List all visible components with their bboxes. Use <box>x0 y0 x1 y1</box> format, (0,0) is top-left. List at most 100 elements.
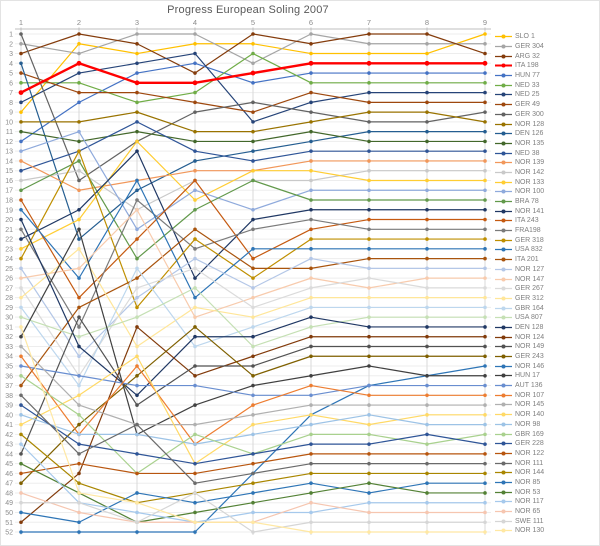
series-marker <box>425 432 429 437</box>
y-axis-label: 33 <box>5 344 13 351</box>
series-marker <box>77 403 81 407</box>
series-marker <box>19 188 23 193</box>
series-marker <box>309 188 313 193</box>
series-marker <box>135 32 139 36</box>
series-marker <box>309 207 313 212</box>
series-marker <box>19 32 23 36</box>
series-marker <box>251 471 255 476</box>
series-marker <box>135 491 139 495</box>
series-marker <box>425 168 429 173</box>
series-marker <box>135 188 139 193</box>
chart-legend: SLO 1 GER 304 ARG 32 ITA 198 HUN 77 NED 33 NED… <box>495 32 599 536</box>
series-marker <box>483 227 487 232</box>
y-axis-label: 48 <box>5 490 13 497</box>
legend-item: NOR 130 <box>495 526 599 536</box>
legend-label: GER 312 <box>515 294 544 302</box>
series-marker <box>425 266 429 271</box>
legend-label: SWE 111 <box>515 517 544 525</box>
series-marker <box>367 188 371 193</box>
legend-label: NOR 139 <box>515 159 545 167</box>
series-marker <box>425 530 429 534</box>
series-marker <box>135 51 139 56</box>
series-marker <box>251 217 255 222</box>
y-axis-label: 15 <box>5 168 13 175</box>
legend-marker-icon <box>495 528 512 533</box>
series-marker <box>135 71 139 75</box>
series-marker <box>77 422 81 427</box>
legend-marker-icon <box>495 296 512 301</box>
legend-item: NOR 127 <box>495 265 599 275</box>
series-marker <box>309 256 313 261</box>
series-marker <box>19 139 23 144</box>
legend-item: NED 33 <box>495 80 599 90</box>
y-axis-label: 36 <box>5 373 13 380</box>
series-marker <box>19 334 23 339</box>
legend-marker-icon <box>495 73 512 78</box>
series-marker <box>309 432 313 437</box>
series-marker <box>193 110 197 114</box>
series-marker <box>367 100 371 105</box>
legend-item: DEN 126 <box>495 129 599 139</box>
series-marker <box>251 149 255 153</box>
series-marker <box>425 510 429 515</box>
legend-marker-icon <box>495 92 512 97</box>
series-marker <box>425 51 429 56</box>
series-marker <box>425 383 429 388</box>
series-marker <box>425 32 429 36</box>
series-marker <box>135 129 139 134</box>
series-marker <box>483 41 487 46</box>
series-marker <box>367 461 371 466</box>
series-marker <box>135 364 139 368</box>
legend-item: NOR 53 <box>495 487 599 497</box>
series-marker <box>483 198 487 202</box>
y-axis-label: 44 <box>5 451 13 458</box>
series-marker <box>251 256 255 261</box>
series-marker <box>19 168 23 173</box>
series-marker <box>135 452 139 456</box>
legend-label: GBR 169 <box>515 430 544 438</box>
series-marker <box>77 520 81 525</box>
series-marker <box>425 129 429 134</box>
series-marker <box>19 461 23 466</box>
series-marker <box>77 442 81 446</box>
series-marker <box>193 432 197 437</box>
legend-item: NOR 141 <box>495 206 599 216</box>
series-marker <box>308 60 314 66</box>
series-marker <box>367 403 371 407</box>
legend-label: NOR 111 <box>515 459 544 467</box>
series-marker <box>77 295 81 300</box>
series-marker <box>251 41 255 46</box>
legend-marker-icon <box>495 490 512 495</box>
series-marker <box>135 510 139 515</box>
series-marker <box>251 393 255 398</box>
series-marker <box>425 256 429 261</box>
series-marker <box>483 286 487 290</box>
legend-item: NOR 124 <box>495 332 599 342</box>
series-marker <box>135 500 139 505</box>
series-marker <box>19 393 23 398</box>
series-marker <box>309 286 313 290</box>
legend-item: NOR 139 <box>495 158 599 168</box>
series-marker <box>483 110 487 114</box>
series-marker <box>425 393 429 398</box>
series-marker <box>367 51 371 56</box>
series-marker <box>425 500 429 505</box>
legend-item: NED 25 <box>495 90 599 100</box>
series-marker <box>193 41 197 46</box>
series-marker <box>193 491 197 495</box>
series-marker <box>367 354 371 359</box>
series-marker <box>367 149 371 153</box>
series-marker <box>483 422 487 427</box>
series-marker <box>135 471 139 476</box>
series-marker <box>251 403 255 407</box>
legend-marker-icon <box>495 306 512 311</box>
series-marker <box>483 471 487 476</box>
legend-label: GER 304 <box>515 43 544 51</box>
series-marker <box>425 315 429 319</box>
series-marker <box>367 217 371 222</box>
legend-marker-icon <box>495 364 512 369</box>
series-marker <box>309 383 313 388</box>
series-marker <box>425 198 429 202</box>
legend-label: GER 300 <box>515 110 544 118</box>
series-marker <box>251 247 255 251</box>
